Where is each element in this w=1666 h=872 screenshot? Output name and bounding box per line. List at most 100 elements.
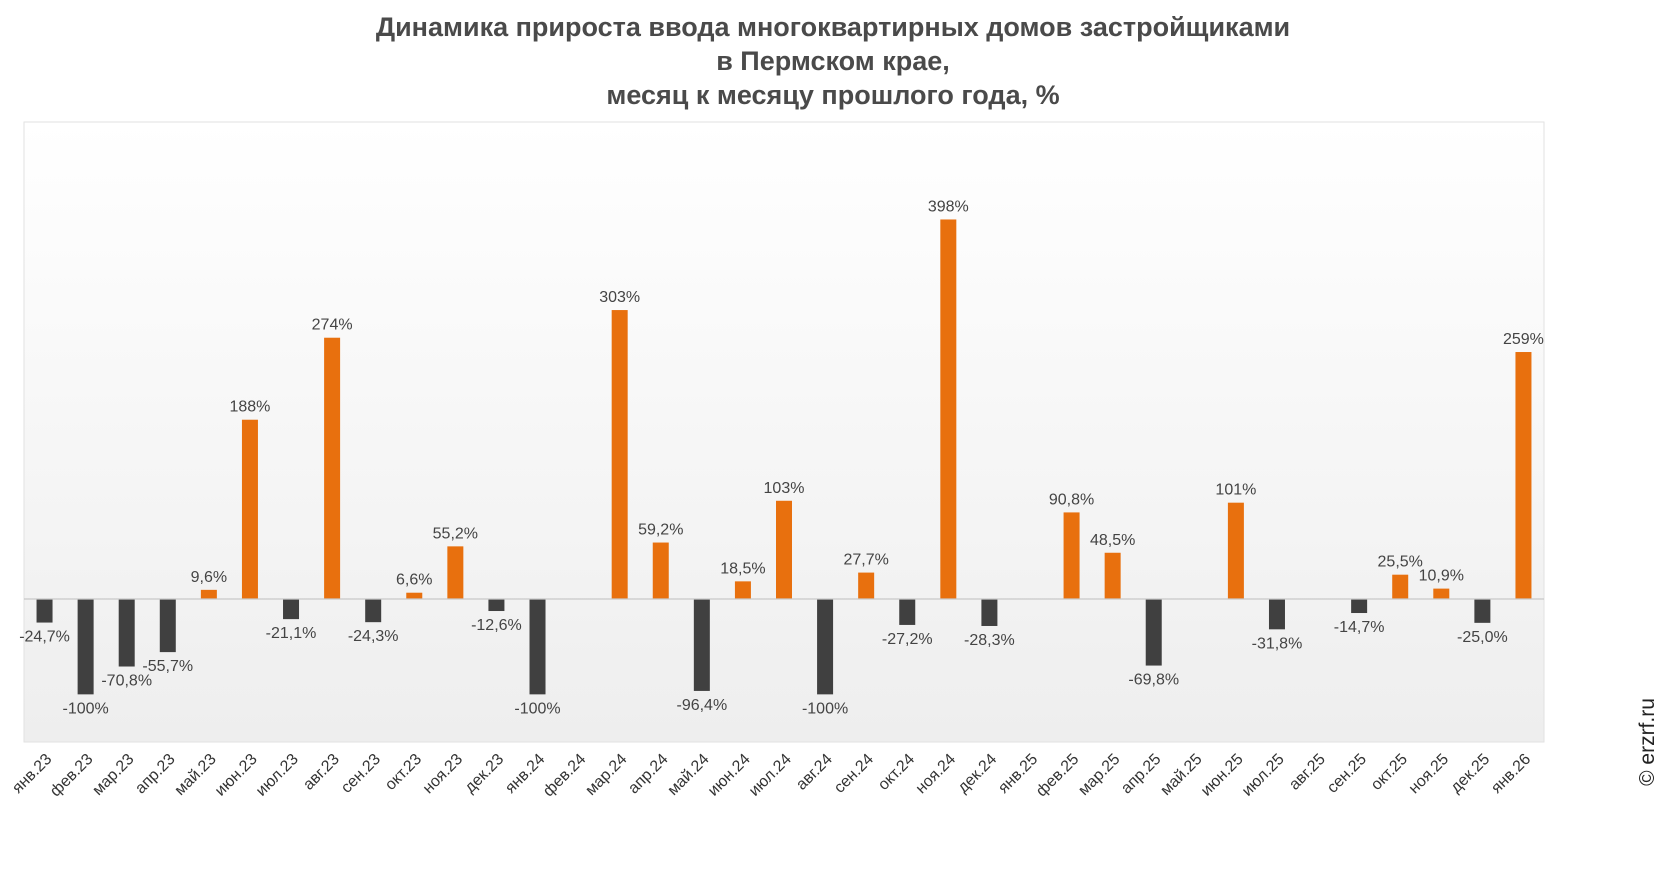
data-label: 303% [599, 289, 640, 306]
bar [817, 599, 834, 695]
bar [241, 419, 258, 599]
data-label: -14,7% [1334, 619, 1385, 636]
x-tick-label: апр.25 [1118, 751, 1165, 798]
data-label: 9,6% [191, 569, 227, 586]
x-tick-label: июл.23 [253, 751, 302, 800]
data-label: -12,6% [471, 617, 522, 634]
data-label: -21,1% [266, 625, 317, 642]
x-tick-label: май.25 [1158, 751, 1206, 799]
bar [1063, 512, 1080, 599]
bar [1392, 574, 1409, 599]
bar [447, 546, 464, 599]
x-tick-label: ноя.24 [913, 751, 959, 797]
data-label: -100% [514, 700, 560, 717]
bar [283, 599, 300, 620]
x-tick-label: ноя.25 [1406, 751, 1452, 797]
x-tick-label: окт.24 [875, 751, 918, 794]
x-tick-label: сен.25 [1324, 751, 1370, 797]
x-tick-label: мар.24 [582, 751, 630, 799]
data-label: 10,9% [1419, 568, 1464, 585]
data-label: 259% [1503, 331, 1544, 348]
data-label: -69,8% [1128, 672, 1179, 689]
bar [529, 599, 546, 695]
x-tick-label: май.24 [665, 751, 713, 799]
x-tick-label: дек.24 [955, 751, 1001, 797]
data-label: -24,7% [19, 629, 70, 646]
bar [1268, 599, 1285, 630]
bar [734, 581, 751, 599]
bar [159, 599, 176, 653]
bar [981, 599, 998, 626]
data-label: 25,5% [1378, 554, 1423, 571]
data-label: 59,2% [638, 522, 683, 539]
data-label: 188% [229, 399, 270, 416]
x-tick-label: мар.23 [89, 751, 137, 799]
bar [776, 500, 792, 599]
bar [858, 572, 875, 599]
data-label: 55,2% [433, 525, 478, 542]
bar [1145, 599, 1162, 666]
x-tick-label: янв.26 [1488, 751, 1534, 797]
bar [940, 219, 957, 599]
x-tick-label: июн.23 [212, 751, 261, 800]
x-tick-label: дек.25 [1448, 751, 1494, 797]
x-tick-label: авг.23 [300, 751, 343, 794]
x-tick-label: сен.24 [831, 751, 877, 797]
x-tick-label: мар.25 [1075, 751, 1123, 799]
watermark-text: © erzrf.ru [1636, 698, 1659, 786]
x-tick-label: апр.23 [132, 751, 179, 798]
bar [77, 599, 94, 695]
bar [406, 592, 423, 599]
x-tick-label: дек.23 [462, 751, 508, 797]
x-tick-label: фев.25 [1033, 751, 1082, 800]
data-label: -70,8% [101, 673, 152, 690]
x-tick-label: июн.24 [705, 751, 754, 800]
data-label: 18,5% [720, 560, 765, 577]
bar [899, 599, 916, 625]
chart-title-line-1: Динамика прироста ввода многоквартирных … [375, 12, 1291, 42]
data-label: -96,4% [676, 697, 727, 714]
data-label: -31,8% [1252, 635, 1303, 652]
bar [693, 599, 710, 691]
data-label: 101% [1215, 482, 1256, 499]
x-tick-label: май.23 [172, 751, 220, 799]
data-label: 6,6% [396, 572, 432, 589]
bar [1227, 502, 1244, 599]
bar [200, 589, 217, 599]
data-label: -28,3% [964, 632, 1015, 649]
bar [324, 337, 341, 599]
chart-title-line-2: в Пермском крае, [716, 46, 950, 76]
bar [488, 599, 505, 612]
data-label: -100% [802, 700, 848, 717]
x-tick-label: авг.25 [1286, 751, 1329, 794]
data-label: -25,0% [1457, 629, 1508, 646]
bar [1433, 588, 1450, 599]
x-tick-label: июл.24 [746, 751, 795, 800]
x-tick-label: окт.25 [1368, 751, 1411, 794]
bar [1515, 352, 1532, 599]
chart-title: Динамика прироста ввода многоквартирных … [0, 10, 1666, 112]
bar [365, 599, 382, 623]
data-label: 90,8% [1049, 491, 1094, 508]
data-label: 274% [312, 317, 353, 334]
x-tick-label: сен.23 [338, 751, 384, 797]
data-label: 398% [928, 198, 969, 215]
bar [1474, 599, 1491, 623]
bar [118, 599, 135, 667]
x-tick-label: авг.24 [793, 751, 836, 794]
data-label: 103% [764, 480, 805, 497]
watermark: © erzrf.ru [1628, 652, 1666, 832]
x-tick-label: июн.25 [1198, 751, 1247, 800]
data-label: 48,5% [1090, 532, 1135, 549]
data-label: 27,7% [843, 552, 888, 569]
x-tick-label: апр.24 [625, 751, 672, 798]
data-label: -100% [62, 700, 108, 717]
data-label: -27,2% [882, 631, 933, 648]
x-tick-label: фев.24 [540, 751, 589, 800]
chart-title-line-3: месяц к месяцу прошлого года, % [606, 80, 1060, 110]
bar [36, 599, 53, 623]
bar [611, 310, 628, 599]
data-label: -24,3% [348, 628, 399, 645]
plot-area [23, 121, 1545, 743]
